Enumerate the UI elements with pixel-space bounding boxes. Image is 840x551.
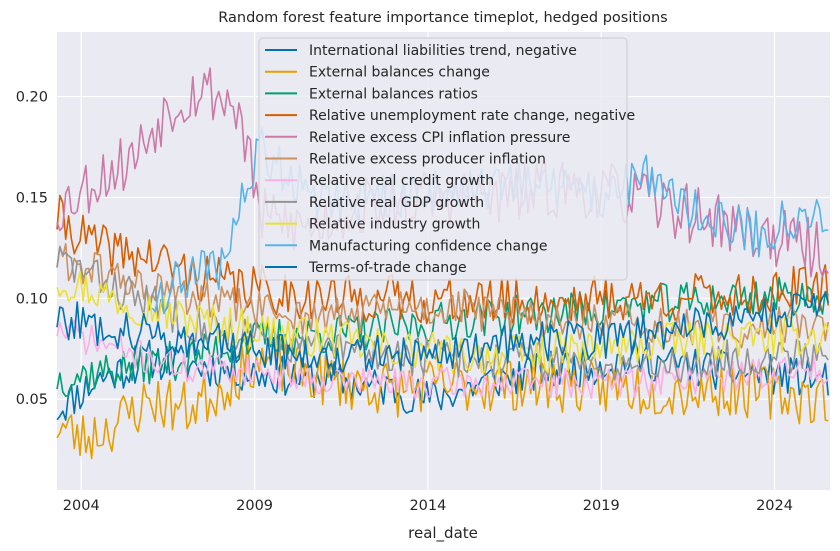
x-tick-label: 2004 (63, 498, 100, 514)
series-line (56, 319, 829, 400)
series-line (56, 335, 829, 460)
y-axis-ticks: 0.05 0.10 0.15 0.20 (16, 90, 48, 409)
series-line (56, 291, 829, 376)
legend-box (258, 37, 628, 281)
x-tick-label: 2024 (756, 498, 793, 514)
y-tick-label: 0.10 (16, 291, 48, 307)
x-axis-label: real_date (408, 524, 478, 543)
chart-title: Random forest feature importance timeplo… (218, 10, 667, 26)
series-line (56, 194, 829, 325)
legend-label: Relative industry growth (309, 217, 480, 233)
series-line (56, 243, 829, 349)
y-tick-label: 0.15 (16, 190, 48, 206)
legend-label: External balances change (309, 65, 490, 81)
legend-label: Relative unemployment rate change, negat… (309, 108, 635, 124)
y-tick-label: 0.05 (16, 392, 48, 408)
y-tick-label: 0.20 (16, 90, 48, 106)
legend: International liabilities trend, negativ… (258, 37, 635, 281)
legend-label: External balances ratios (309, 86, 478, 102)
legend-label: Terms-of-trade change (308, 260, 467, 276)
series-line (56, 270, 829, 375)
x-tick-label: 2019 (583, 498, 620, 514)
x-tick-label: 2009 (236, 498, 273, 514)
legend-label: Relative excess CPI inflation pressure (309, 130, 570, 146)
legend-label: Relative real GDP growth (309, 195, 484, 211)
legend-label: Manufacturing confidence change (309, 238, 547, 254)
legend-label: Relative real credit growth (309, 173, 494, 189)
x-axis-ticks: 2004 2009 2014 2019 2024 (63, 498, 793, 514)
legend-label: Relative excess producer inflation (309, 152, 546, 168)
legend-label: International liabilities trend, negativ… (309, 43, 577, 59)
x-tick-label: 2014 (409, 498, 446, 514)
